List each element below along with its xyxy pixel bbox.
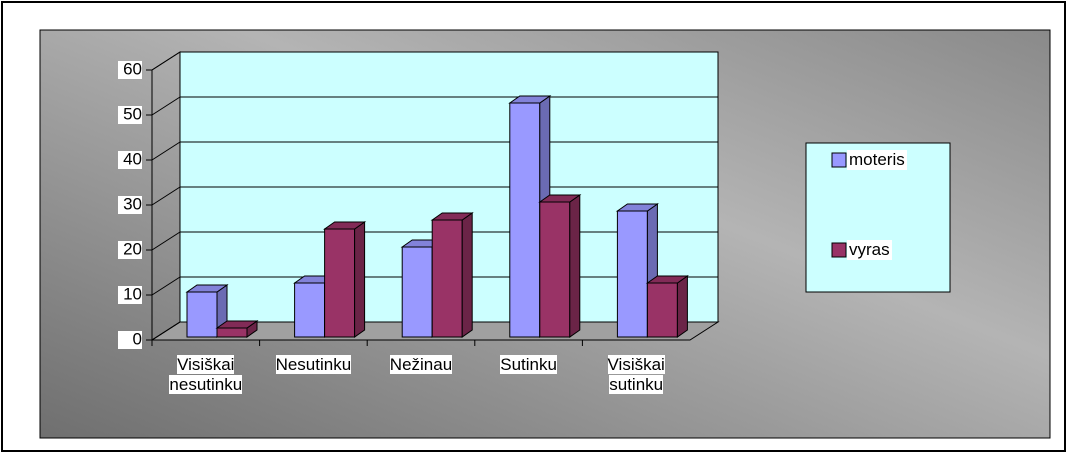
bar-top <box>615 203 659 212</box>
y-tick-label: 0 <box>133 329 142 348</box>
bar-front <box>186 291 218 338</box>
legend-label: moteris <box>847 150 907 170</box>
grid-line <box>151 231 181 251</box>
bar <box>645 275 689 338</box>
x-tick-label: Nežinau <box>375 355 467 375</box>
legend-swatch <box>831 242 847 258</box>
grid-line <box>151 186 181 206</box>
bar-top <box>645 275 689 284</box>
x-tick-label: Nesutinku <box>268 355 360 375</box>
bar-front <box>539 201 571 338</box>
bar <box>538 194 582 338</box>
x-tick-label: Visiškai sutinku <box>590 355 682 395</box>
bar-front <box>216 327 248 338</box>
x-tick-label-text: Nežinau <box>389 355 453 374</box>
bar-top <box>323 221 367 230</box>
grid-line <box>151 51 181 71</box>
bar-top <box>215 320 259 329</box>
tick-label-bg <box>118 61 142 79</box>
bar-front <box>646 282 678 338</box>
bar <box>215 320 259 338</box>
bar-side <box>461 212 473 338</box>
grid-line <box>151 276 181 296</box>
tick-label-bg <box>118 106 142 124</box>
bar-top <box>185 284 229 293</box>
x-tick-label-text: Sutinku <box>500 355 557 374</box>
tick-label-bg <box>118 196 142 214</box>
x-tick-label-text: Visiškai sutinku <box>607 355 665 394</box>
legend-swatch <box>831 152 847 168</box>
bar-side <box>569 194 581 338</box>
grid-line <box>151 96 181 116</box>
tick-label-bg <box>118 241 142 259</box>
y-tick-label: 50 <box>123 104 142 123</box>
x-tick-label: Visiškai nesutinku <box>160 355 252 395</box>
bar <box>430 212 474 338</box>
bar <box>323 221 367 338</box>
bar <box>615 203 659 338</box>
legend-label: vyras <box>847 240 892 260</box>
bar-side <box>354 221 366 338</box>
bar-front <box>324 228 356 338</box>
tick-label-bg <box>118 331 142 349</box>
bar-front <box>401 246 433 338</box>
y-tick-label: 10 <box>123 284 142 303</box>
y-tick-label: 60 <box>123 59 142 78</box>
tick-label-bg <box>118 151 142 169</box>
bar-front <box>509 102 541 338</box>
bar-front <box>431 219 463 338</box>
y-tick-label: 20 <box>123 239 142 258</box>
y-tick-label: 30 <box>123 194 142 213</box>
x-tick-label-text: Visiškai nesutinku <box>169 355 243 394</box>
y-tick-label: 40 <box>123 149 142 168</box>
bar-top <box>538 194 582 203</box>
grid-line <box>151 321 181 341</box>
bar-top <box>430 212 474 221</box>
bar-front <box>294 282 326 338</box>
bar-side <box>676 275 688 338</box>
grid-line <box>151 141 181 161</box>
tick-label-bg <box>118 286 142 304</box>
x-tick-label: Sutinku <box>483 355 575 375</box>
bar-top <box>508 95 552 104</box>
x-tick-label-text: Nesutinku <box>275 355 352 374</box>
bar-front <box>616 210 648 338</box>
